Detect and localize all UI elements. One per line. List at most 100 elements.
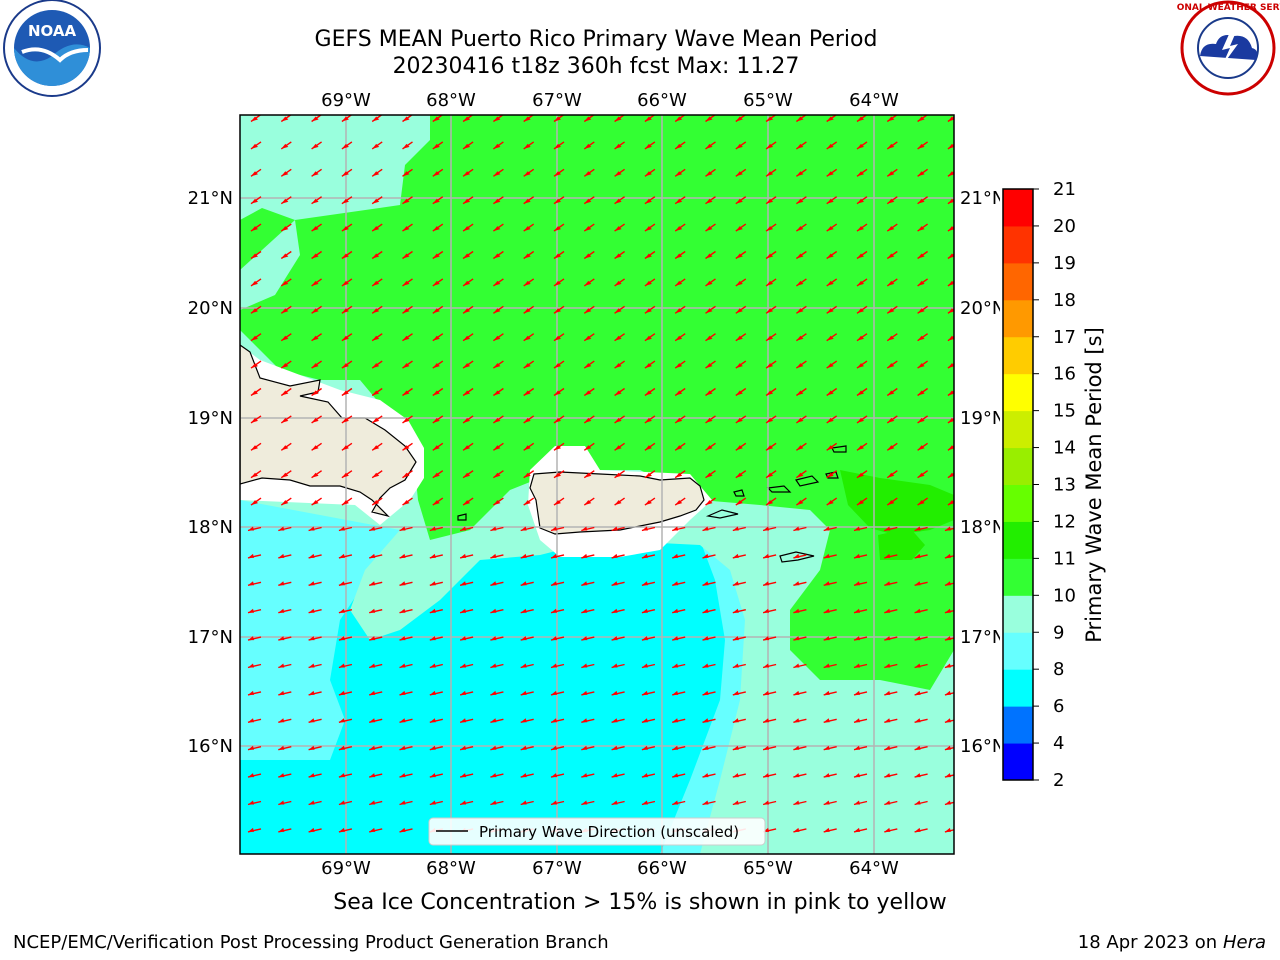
wave-arrow-head <box>614 143 622 149</box>
wave-arrow-head <box>914 745 921 750</box>
wave-arrow-head <box>823 690 830 695</box>
wave-arrow-head <box>641 745 648 750</box>
wave-arrow-head <box>372 390 380 396</box>
wave-arrow-head <box>944 773 951 778</box>
colorbar-tick-label: 4 <box>1053 733 1064 754</box>
wave-arrow-head <box>732 553 739 558</box>
wave-arrow-head <box>402 500 410 506</box>
wave-arrow-head <box>490 745 497 750</box>
wave-arrow-head <box>520 553 527 558</box>
colorbar-swatch <box>1003 558 1033 596</box>
wave-arrow-head <box>554 335 561 341</box>
wave-arrow-head <box>857 472 864 478</box>
wave-arrow-head <box>857 390 864 396</box>
wave-arrow-head <box>463 253 471 259</box>
wave-arrow-head <box>399 773 406 778</box>
wave-arrow-head <box>854 773 860 778</box>
wave-arrow-head <box>338 773 345 778</box>
wave-arrow-head <box>914 718 921 723</box>
wave-arrow-head <box>672 800 679 805</box>
wave-arrow-head <box>917 363 925 369</box>
wave-arrow-head <box>523 472 531 478</box>
colorbar-swatch <box>1003 225 1033 264</box>
wave-arrow-head <box>644 171 652 177</box>
colorbar-swatches <box>1003 189 1033 781</box>
wave-arrow-head <box>278 553 285 558</box>
wave-arrow-head <box>311 417 319 423</box>
wave-arrow-head <box>402 280 410 286</box>
wave-arrow-head <box>641 690 648 695</box>
wave-arrow-head <box>372 171 380 177</box>
wave-arrow-head <box>793 663 800 668</box>
wave-arrow-head <box>554 171 561 177</box>
wave-arrow-head <box>944 690 951 695</box>
wave-arrow-head <box>641 526 648 531</box>
wave-arrow-head <box>796 390 804 396</box>
colorbar-tick-label: 20 <box>1053 216 1076 237</box>
wave-arrow-head <box>702 690 709 695</box>
wave-arrow-head <box>399 581 406 586</box>
wave-arrow-head <box>732 800 739 805</box>
wave-arrow-head <box>914 663 921 668</box>
wave-arrow-head <box>887 280 895 286</box>
wave-arrow-head <box>793 690 800 695</box>
wave-arrow-head <box>735 116 743 122</box>
wave-arrow-head <box>251 472 258 478</box>
wave-arrow-head <box>854 526 860 531</box>
wave-arrow-head <box>523 417 531 423</box>
wave-arrow-head <box>311 143 319 149</box>
lon-label-bottom: 65°W <box>743 858 793 879</box>
lon-label-bottom: 68°W <box>426 858 476 879</box>
wave-arrow-head <box>369 636 376 641</box>
colorbar-swatch <box>1003 410 1033 449</box>
wave-arrow-head <box>705 417 713 423</box>
wave-arrow-head <box>308 608 315 613</box>
wave-arrow-head <box>644 143 652 149</box>
wave-arrow-head <box>281 390 289 396</box>
wave-arrow-head <box>614 363 622 369</box>
wave-arrow-head <box>493 143 501 149</box>
wave-arrow-head <box>281 253 289 259</box>
wave-arrow-head <box>554 198 561 204</box>
wave-arrow-head <box>793 581 800 586</box>
lat-label-left: 19°N <box>188 408 233 429</box>
wave-arrow-head <box>460 526 467 531</box>
wave-arrow-head <box>857 280 864 286</box>
wave-arrow-head <box>793 636 800 641</box>
wave-arrow-head <box>581 553 588 558</box>
wave-arrow-head <box>581 745 588 750</box>
wave-arrow-head <box>490 773 497 778</box>
wave-arrow-head <box>554 280 561 286</box>
colorbar-label: Primary Wave Mean Period [s] <box>1082 327 1106 643</box>
colorbar-tick-label: 19 <box>1053 253 1076 274</box>
wave-arrow-head <box>854 663 860 668</box>
wave-arrow-head <box>251 308 258 314</box>
wave-arrow-head <box>705 280 713 286</box>
wave-arrow-head <box>796 198 804 204</box>
wave-arrow-head <box>947 253 954 259</box>
chart-title: GEFS MEAN Puerto Rico Primary Wave Mean … <box>314 27 878 52</box>
wave-arrow-head <box>914 526 921 531</box>
nws-logo-icon: NATIONAL WEATHER SERVICE <box>1176 0 1280 96</box>
wave-arrow-head <box>644 390 652 396</box>
wave-arrow-head <box>432 116 440 122</box>
colorbar-swatch <box>1003 299 1033 338</box>
wave-arrow-head <box>581 773 588 778</box>
wave-arrow-head <box>614 308 622 314</box>
wave-arrow-head <box>432 280 440 286</box>
wave-arrow-head <box>581 800 588 805</box>
run-date-text: 18 Apr 2023 on <box>1077 932 1223 953</box>
colorbar-ticks: 2 4 6 8 9 10 11 12 13 14 15 16 17 18 19 20 21 <box>1033 179 1076 791</box>
wave-arrow-head <box>766 143 774 149</box>
wave-arrow-head <box>793 526 800 531</box>
wave-arrow-head <box>369 827 376 832</box>
wave-arrow-head <box>311 335 319 341</box>
wave-arrow-head <box>917 198 925 204</box>
wave-arrow-head <box>369 526 376 531</box>
wave-arrow-head <box>732 773 739 778</box>
wave-arrow-head <box>429 636 436 641</box>
lon-label-top: 64°W <box>849 90 899 111</box>
wave-arrow-head <box>826 226 834 232</box>
wave-arrow-head <box>917 253 925 259</box>
wave-arrow-head <box>823 773 830 778</box>
